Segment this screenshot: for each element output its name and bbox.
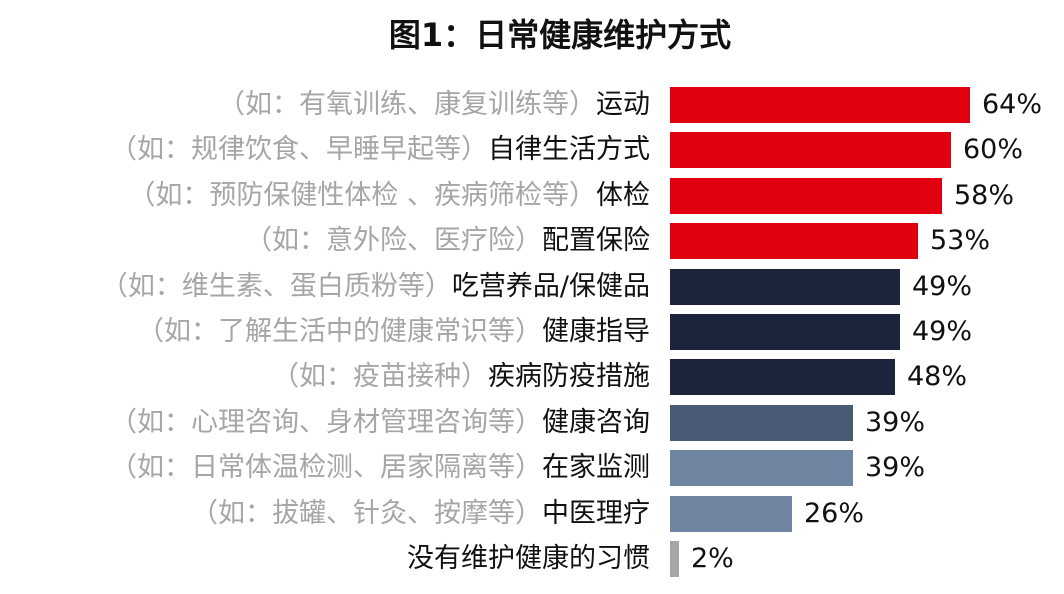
bar <box>670 496 792 532</box>
category-label: （如：预防保健性体检 、疾病筛检等）体检 <box>128 178 650 214</box>
category-name: 体检 <box>596 180 650 211</box>
bar <box>670 405 853 441</box>
category-name: 没有维护健康的习惯 <box>407 543 650 574</box>
category-name: 健康咨询 <box>542 407 650 438</box>
bar <box>670 269 900 305</box>
category-label: （如：拔罐、针灸、按摩等）中医理疗 <box>191 496 650 532</box>
bar-value-label: 39% <box>865 452 926 483</box>
category-example: （如：疫苗接种） <box>272 361 488 392</box>
category-label: （如：意外险、医疗险）配置保险 <box>245 223 650 259</box>
category-name: 配置保险 <box>542 225 650 256</box>
bar-value-label: 53% <box>930 225 991 256</box>
category-example: （如：预防保健性体检 、疾病筛检等） <box>128 180 596 211</box>
bar-value-label: 39% <box>865 407 926 438</box>
category-name: 吃营养品/保健品 <box>451 271 650 302</box>
category-label: （如：日常体温检测、居家隔离等）在家监测 <box>110 450 650 486</box>
bar <box>670 223 918 259</box>
bar <box>670 359 895 395</box>
category-label: （如：维生素、蛋白质粉等）吃营养品/保健品 <box>101 269 650 305</box>
category-name: 自律生活方式 <box>488 134 650 165</box>
category-example: （如：拔罐、针灸、按摩等） <box>191 498 542 529</box>
category-label: （如：规律饮食、早睡早起等）自律生活方式 <box>110 132 650 168</box>
category-label: （如：心理咨询、身材管理咨询等）健康咨询 <box>110 405 650 441</box>
bar-value-label: 2% <box>691 543 734 574</box>
category-label: （如：了解生活中的健康常识等）健康指导 <box>137 314 650 350</box>
category-example: （如：了解生活中的健康常识等） <box>137 316 542 347</box>
chart-title: 图1：日常健康维护方式 <box>388 16 732 54</box>
category-example: （如：心理咨询、身材管理咨询等） <box>110 407 542 438</box>
bar-value-label: 49% <box>912 316 973 347</box>
category-label: （如：有氧训练、康复训练等）运动 <box>218 87 650 123</box>
category-label: 没有维护健康的习惯 <box>407 541 650 577</box>
bar-value-label: 48% <box>907 361 968 392</box>
bar-value-label: 49% <box>912 271 973 302</box>
bar-value-label: 26% <box>804 498 865 529</box>
category-label: （如：疫苗接种）疾病防疫措施 <box>272 359 650 395</box>
bar-value-label: 60% <box>963 134 1024 165</box>
category-name: 中医理疗 <box>542 498 650 529</box>
category-example: （如：意外险、医疗险） <box>245 225 542 256</box>
bar <box>670 541 679 577</box>
bar <box>670 87 970 123</box>
category-example: （如：维生素、蛋白质粉等） <box>100 271 452 302</box>
category-example: （如：有氧训练、康复训练等） <box>218 89 596 120</box>
category-example: （如：规律饮食、早睡早起等） <box>110 134 488 165</box>
category-name: 健康指导 <box>542 316 650 347</box>
bar-value-label: 64% <box>982 89 1043 120</box>
bar <box>670 132 951 168</box>
category-example: （如：日常体温检测、居家隔离等） <box>110 452 542 483</box>
category-name: 疾病防疫措施 <box>488 361 650 392</box>
category-name: 在家监测 <box>542 452 650 483</box>
bar <box>670 314 900 350</box>
category-name: 运动 <box>596 89 650 120</box>
bar <box>670 450 853 486</box>
bar <box>670 178 942 214</box>
bar-value-label: 58% <box>954 180 1015 211</box>
